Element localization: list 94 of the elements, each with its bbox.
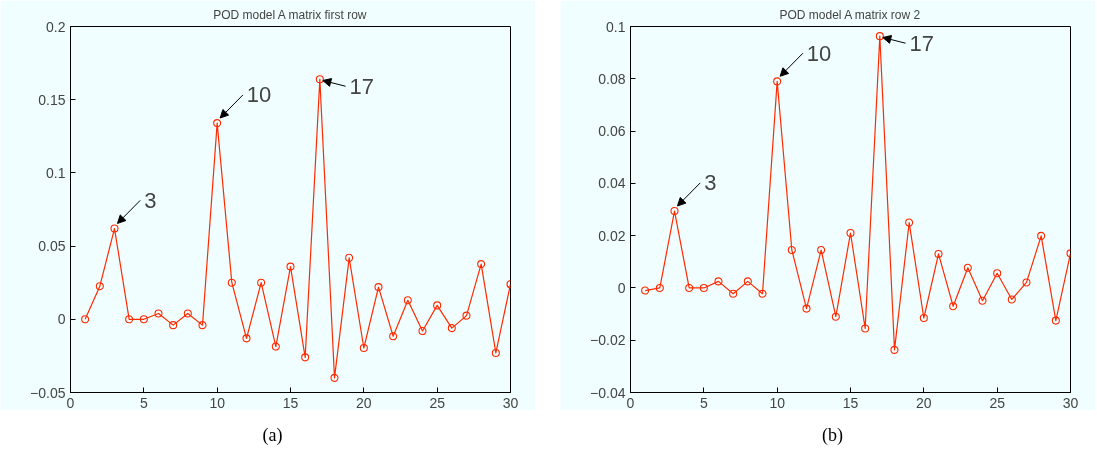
point [890,345,899,354]
x-tick-label: 25 [989,394,1006,411]
point [125,315,134,324]
point [315,75,324,84]
point [831,312,840,321]
x-tick-label: 20 [916,394,932,411]
chart-title: POD model A matrix row 2 [779,7,921,22]
point [846,228,855,238]
y-tick-label: 0.05 [38,238,66,255]
y-tick-label: −0.04 [590,384,626,401]
point [993,269,1002,278]
x-tick-label: 30 [1062,394,1079,411]
point [714,277,723,286]
annotation: 3 [704,170,717,196]
y-tick-label: 0.2 [46,18,66,35]
point [641,286,650,295]
point [1051,316,1060,325]
point [462,311,471,320]
point [433,301,442,310]
x-tick-label: 10 [209,394,226,411]
chart-title: POD model A matrix first row [213,7,367,22]
point [861,324,870,333]
point [139,315,148,324]
point [477,260,486,269]
point [359,343,368,353]
y-tick-label: 0.08 [598,70,626,87]
point [875,32,884,41]
x-tick-label: 15 [842,394,859,411]
point [81,315,90,324]
point [242,334,251,343]
annotation: 17 [909,30,935,56]
point [403,296,412,305]
y-tick-label: 0 [617,279,626,296]
point [773,77,782,86]
y-tick-label: 0 [57,311,66,328]
point [934,249,943,258]
point [198,321,207,330]
point [389,332,398,341]
annotation: 10 [246,82,272,108]
y-tick-label: −0.05 [30,384,66,401]
point [418,326,427,336]
point [374,283,383,292]
point [301,353,310,362]
point [95,282,104,291]
point [257,278,266,287]
point [110,224,119,233]
point [743,277,752,286]
point [330,373,339,382]
point [345,253,354,262]
y-tick-label: 0.02 [598,227,626,244]
annotation: 3 [144,187,157,213]
y-tick-label: 0.1 [46,164,66,181]
point [817,245,826,255]
point [787,245,796,255]
point [685,283,694,292]
annotation: 10 [806,40,832,66]
y-tick-label: 0.15 [38,91,66,108]
x-tick-label: 15 [282,394,299,411]
y-tick-label: 0.06 [598,123,626,140]
point [905,218,914,227]
point [491,348,500,358]
point [1037,231,1046,240]
point [670,207,679,216]
text: (a) [262,424,283,447]
point [213,119,222,128]
point [154,309,163,318]
point [919,313,928,323]
point [978,296,987,305]
point [227,278,236,287]
point [447,324,456,333]
x-tick-label: 25 [429,394,446,411]
y-tick-label: −0.02 [590,332,626,349]
x-tick-label: 20 [356,394,372,411]
point [1007,295,1016,304]
annotation: 17 [349,73,375,99]
y-tick-label: 0.04 [598,175,626,192]
x-tick-label: 5 [139,394,148,411]
text: (b) [822,424,843,447]
point [949,302,958,311]
point [802,304,811,313]
point [655,283,664,292]
x-tick-label: 5 [699,394,708,411]
x-tick-label: 30 [502,394,519,411]
y-tick-label: 0.1 [606,18,626,35]
point [183,309,192,318]
point [699,283,708,292]
point [1022,278,1031,287]
point [758,289,767,298]
point [271,342,280,351]
point [963,263,972,272]
point [729,289,738,298]
x-tick-label: 10 [769,394,786,411]
point [286,262,295,271]
point [169,321,178,330]
